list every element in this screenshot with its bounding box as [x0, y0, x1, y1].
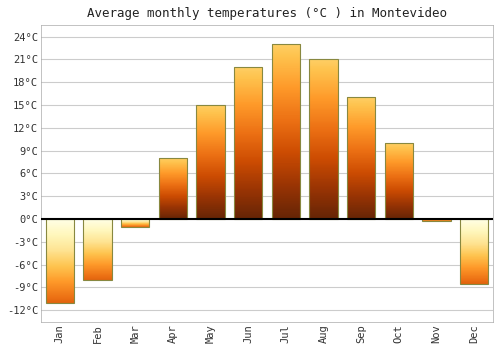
Bar: [347, 97, 376, 219]
Bar: [460, 219, 488, 284]
Bar: [196, 105, 224, 219]
Bar: [46, 219, 74, 302]
Bar: [272, 44, 300, 219]
Bar: [422, 219, 450, 221]
Title: Average monthly temperatures (°C ) in Montevideo: Average monthly temperatures (°C ) in Mo…: [87, 7, 447, 20]
Bar: [384, 143, 413, 219]
Bar: [84, 219, 112, 280]
Bar: [158, 158, 187, 219]
Bar: [310, 60, 338, 219]
Bar: [121, 219, 150, 226]
Bar: [234, 67, 262, 219]
